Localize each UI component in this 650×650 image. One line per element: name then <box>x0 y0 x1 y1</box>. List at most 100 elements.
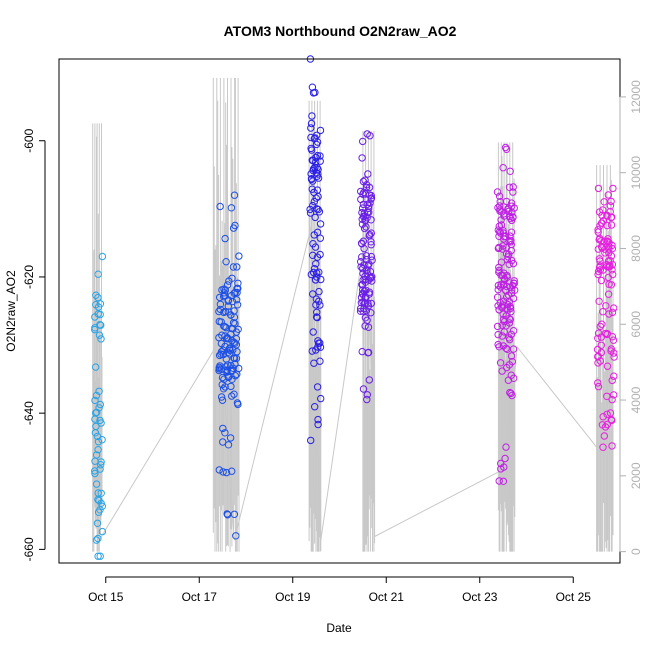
data-point <box>219 385 228 393</box>
data-point <box>234 279 242 287</box>
data-point <box>307 436 315 445</box>
data-point <box>493 293 502 301</box>
data-point <box>308 156 316 164</box>
data-point <box>316 250 324 259</box>
data-point <box>608 416 616 425</box>
data-point <box>357 293 366 302</box>
data-point <box>357 263 365 271</box>
data-point <box>361 322 369 330</box>
data-point <box>217 350 225 358</box>
data-point <box>221 234 229 243</box>
data-point <box>494 285 502 294</box>
data-point <box>220 375 228 383</box>
data-point <box>91 396 99 405</box>
data-point <box>603 410 611 418</box>
data-point <box>507 228 516 236</box>
data-point <box>359 298 367 306</box>
data-point <box>314 174 323 182</box>
data-point <box>610 304 618 312</box>
data-point <box>309 290 317 298</box>
data-point <box>609 336 618 344</box>
data-point <box>91 325 99 334</box>
data-point <box>603 420 611 429</box>
data-point <box>359 212 368 221</box>
data-point <box>230 313 239 321</box>
data-point <box>309 89 318 97</box>
data-point <box>218 396 227 404</box>
data-point <box>607 252 616 260</box>
data-point <box>97 335 105 343</box>
data-point <box>360 287 369 295</box>
data-point <box>234 284 242 293</box>
data-point <box>96 552 104 560</box>
data-point <box>233 370 241 378</box>
data-point <box>317 275 325 284</box>
data-point <box>307 175 316 184</box>
data-point <box>598 211 606 220</box>
data-point <box>509 327 518 335</box>
data-point <box>316 220 325 228</box>
y-tick-label: -640 <box>22 401 36 425</box>
data-point <box>309 328 317 336</box>
data-point <box>594 334 602 342</box>
data-point <box>607 197 615 206</box>
data-point <box>595 297 603 305</box>
data-point <box>594 379 602 387</box>
data-point <box>594 329 603 337</box>
y-tick-label: -620 <box>22 265 36 289</box>
data-point <box>224 296 233 304</box>
data-point <box>494 203 502 212</box>
x-tick-label: Oct 23 <box>462 590 498 604</box>
data-point <box>95 404 103 412</box>
data-point <box>226 434 235 442</box>
data-point <box>367 229 375 237</box>
y2-tick-label: 4000 <box>629 386 643 413</box>
data-point <box>222 258 230 266</box>
data-point <box>363 270 371 278</box>
data-point <box>499 477 508 485</box>
data-point <box>215 363 224 372</box>
data-point <box>603 237 611 245</box>
data-point <box>361 176 369 184</box>
data-point <box>597 341 605 349</box>
data-point <box>607 221 616 229</box>
data-point <box>364 348 373 357</box>
data-point <box>495 227 504 236</box>
data-point <box>505 334 513 342</box>
data-point <box>314 420 322 429</box>
data-point <box>94 534 102 543</box>
data-point <box>97 458 105 466</box>
data-point <box>497 258 506 266</box>
data-point <box>504 253 512 261</box>
data-point <box>314 343 322 351</box>
data-point <box>230 510 239 518</box>
data-point <box>229 263 238 271</box>
data-point <box>605 280 613 288</box>
data-point <box>500 269 508 277</box>
data-point <box>316 126 325 135</box>
data-point <box>362 252 371 260</box>
data-point <box>230 390 238 398</box>
data-point <box>505 183 514 192</box>
y2-tick-label: 0 <box>629 548 643 555</box>
data-point <box>307 133 315 142</box>
data-point <box>215 351 224 360</box>
data-point <box>610 372 618 380</box>
data-point <box>506 232 514 240</box>
data-point <box>223 361 232 369</box>
data-point <box>367 195 375 203</box>
data-point <box>360 188 368 197</box>
data-point <box>500 328 508 336</box>
data-point <box>502 293 511 301</box>
data-point <box>92 291 100 299</box>
data-point <box>92 451 101 459</box>
data-point <box>508 391 516 400</box>
x-axis: Oct 15 Oct 17 Oct 19 Oct 21 Oct 23 Oct 25 <box>88 576 591 604</box>
data-point <box>233 348 241 356</box>
data-point <box>96 416 104 425</box>
data-point <box>94 438 103 446</box>
data-point <box>505 237 513 245</box>
y2-tick-label: 10000 <box>629 156 643 190</box>
data-point <box>227 382 235 391</box>
data-point <box>219 346 227 354</box>
